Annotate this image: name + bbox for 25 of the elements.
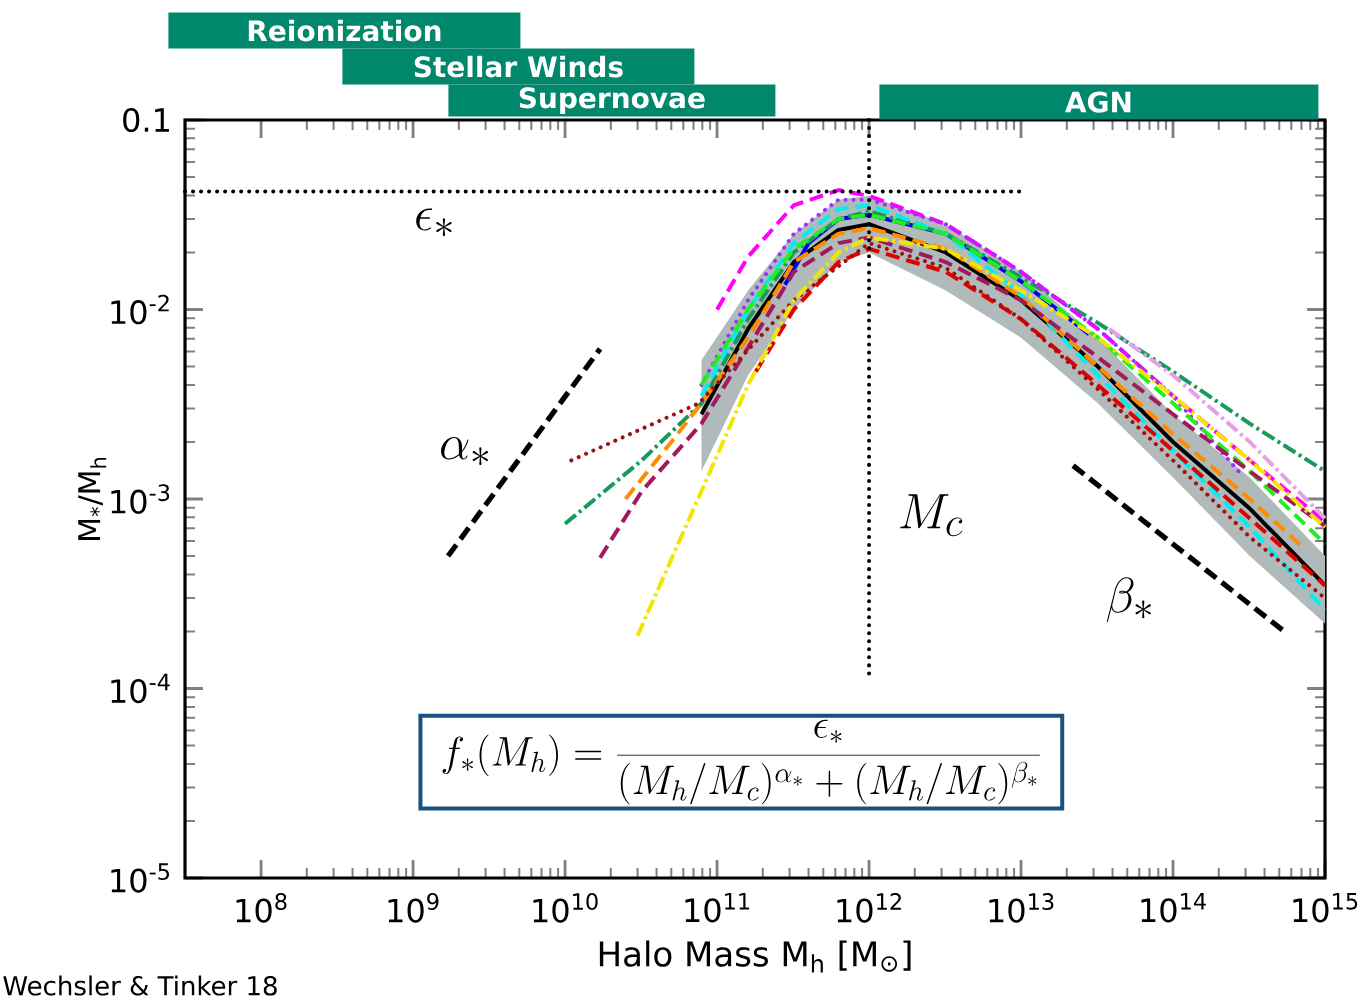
text: Supernovae [519,87,705,114]
annotation: $\beta_*$ [1106,577,1151,622]
x-tick-label: 10$^{14}$ [1141,893,1206,923]
x-tick-label: 10$^{15}$ [1293,893,1358,923]
y-tick-label: 10$^{-5}$ [111,863,169,893]
y-tick-label: 10$^{-4}$ [111,673,170,704]
x-tick-label: 10$^{8}$ [236,893,287,923]
x-tick-label: 10$^{13}$ [989,893,1054,923]
annotation: $\alpha_*$ [441,437,489,466]
annotation: $M_c$ [900,494,963,537]
annotation: $f_*(M_h) = \frac{\epsilon_*}{(M_h/M_c)^{\alpha_*} + (M_h/M_c)^{\beta_*}}$ [442,719,1040,805]
y-tick-label: 0.1 [123,107,169,133]
text: Stellar Winds [414,55,623,78]
x-tick-label: 10$^{10}$ [533,893,598,923]
text: AGN [1064,91,1131,113]
y-tick-label: 10$^{-2}$ [111,294,169,325]
x-axis-title: Halo Mass M$_{h}$ [M$_{⊙}$] [599,940,911,973]
x-tick-label: 10$^{9}$ [388,893,439,923]
x-tick-label: 10$^{12}$ [837,893,901,923]
y-tick-label: 10$^{-3}$ [111,484,170,514]
x-tick-label: 10$^{11}$ [685,893,750,923]
annotation: $\epsilon_*$ [416,208,452,237]
text: Wechsler & Tinker 18 [3,975,277,996]
y-axis-title: M$_{*}$/M$_{h}$ [78,457,107,540]
text: Reionization [248,19,441,42]
